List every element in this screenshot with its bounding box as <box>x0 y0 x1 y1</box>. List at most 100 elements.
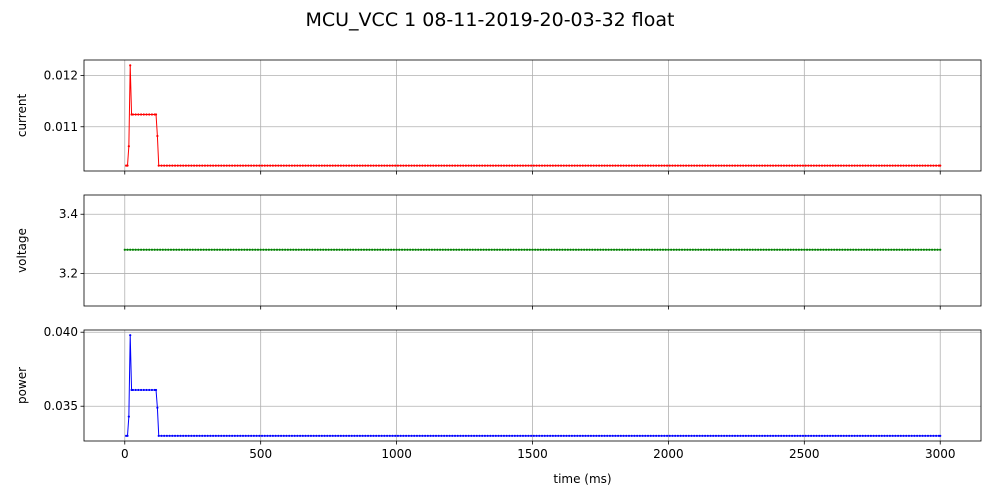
current-data-point <box>565 164 568 167</box>
voltage-data-point <box>653 248 656 251</box>
current-data-point <box>198 164 201 167</box>
current-data-point <box>350 164 353 167</box>
current-data-point <box>277 164 280 167</box>
power-data-point <box>277 434 280 437</box>
current-data-point <box>535 164 538 167</box>
voltage-data-point <box>485 248 488 251</box>
current-data-point <box>812 164 815 167</box>
current-data-point <box>782 164 786 167</box>
current-data-point <box>894 164 897 167</box>
y-tick-label: 0.040 <box>44 325 78 339</box>
power-data-point <box>266 434 269 437</box>
voltage-data-point <box>602 248 605 251</box>
voltage-data-point <box>259 248 262 251</box>
power-data-point <box>258 434 261 437</box>
power-data-point <box>131 388 135 392</box>
current-data-point <box>850 164 853 167</box>
power-data-point <box>320 434 323 437</box>
power-data-point <box>312 434 315 437</box>
power-data-point <box>630 434 633 437</box>
current-data-point <box>192 164 196 167</box>
voltage-data-point <box>441 248 444 251</box>
current-data-point <box>139 113 143 116</box>
voltage-data-point <box>792 248 795 251</box>
current-data-point <box>742 164 745 167</box>
current-data-point <box>872 164 875 167</box>
power-data-point <box>377 434 381 437</box>
current-data-point <box>801 164 805 167</box>
power-data-point <box>527 434 530 437</box>
power-data-point <box>573 434 576 437</box>
voltage-data-point <box>876 248 879 251</box>
current-data-point <box>328 164 332 167</box>
power-data-point <box>905 434 908 437</box>
voltage-data-point <box>528 248 531 251</box>
voltage-data-point <box>786 248 790 251</box>
power-data-point <box>655 434 658 437</box>
power-data-point <box>137 388 140 392</box>
current-data-point <box>168 164 171 167</box>
power-data-point <box>225 434 228 437</box>
voltage-data-point <box>368 248 371 251</box>
power-data-point <box>907 434 911 437</box>
current-data-point <box>777 164 780 167</box>
power-data-point <box>780 434 783 437</box>
current-data-point <box>652 164 655 167</box>
power-data-point <box>453 434 457 437</box>
current-data-point <box>554 164 557 167</box>
power-data-point <box>508 434 511 437</box>
current-data-point <box>939 164 942 167</box>
voltage-data-point <box>278 248 281 251</box>
power-data-point <box>402 434 405 437</box>
power-data-point <box>445 434 448 437</box>
power-data-point <box>704 434 707 437</box>
power-data-point <box>233 434 236 437</box>
power-data-point <box>638 434 641 437</box>
power-data-point <box>255 434 258 437</box>
voltage-data-point <box>216 248 219 251</box>
power-data-point <box>383 434 386 437</box>
current-data-point <box>820 164 824 167</box>
power-data-point <box>299 434 302 437</box>
current-data-point <box>290 164 294 167</box>
current-data-point <box>271 164 275 167</box>
current-data-point <box>608 164 612 167</box>
power-data-point <box>598 434 601 437</box>
power-data-point <box>209 434 212 437</box>
voltage-data-point <box>447 248 450 251</box>
current-data-point <box>698 164 701 167</box>
voltage-data-point <box>640 248 643 251</box>
voltage-data-point <box>705 248 708 251</box>
voltage-data-point <box>262 248 265 251</box>
power-data-point <box>910 434 913 437</box>
power-data-point <box>217 434 220 437</box>
voltage-data-point <box>939 248 942 251</box>
voltage-data-point <box>308 248 311 251</box>
power-data-point <box>720 434 723 437</box>
power-data-point <box>717 434 720 437</box>
power-data-point <box>693 434 696 437</box>
current-data-point <box>657 164 661 167</box>
voltage-data-point <box>882 248 885 251</box>
current-data-point <box>269 164 272 167</box>
power-subplot: 0 500 1000 1500 2000 2500 3000 0.035 0.040 power t… <box>15 325 982 486</box>
voltage-data-point <box>708 248 711 251</box>
current-data-point <box>750 164 753 167</box>
power-data-point <box>897 434 900 437</box>
x-tick-label: 2000 <box>653 447 684 461</box>
power-data-point <box>494 434 497 437</box>
current-data-point <box>880 164 883 167</box>
power-data-point <box>939 434 942 437</box>
current-data-point <box>815 164 818 167</box>
current-data-point <box>576 164 579 167</box>
power-ylabel: power <box>15 367 29 404</box>
current-data-point <box>790 164 794 167</box>
voltage-data-point <box>539 248 542 251</box>
current-data-point <box>443 164 446 167</box>
power-data-point <box>831 434 834 437</box>
power-data-point <box>652 434 655 437</box>
current-data-point <box>655 164 658 167</box>
power-data-point <box>127 415 130 418</box>
power-data-point <box>584 434 587 437</box>
voltage-data-point <box>911 248 915 251</box>
